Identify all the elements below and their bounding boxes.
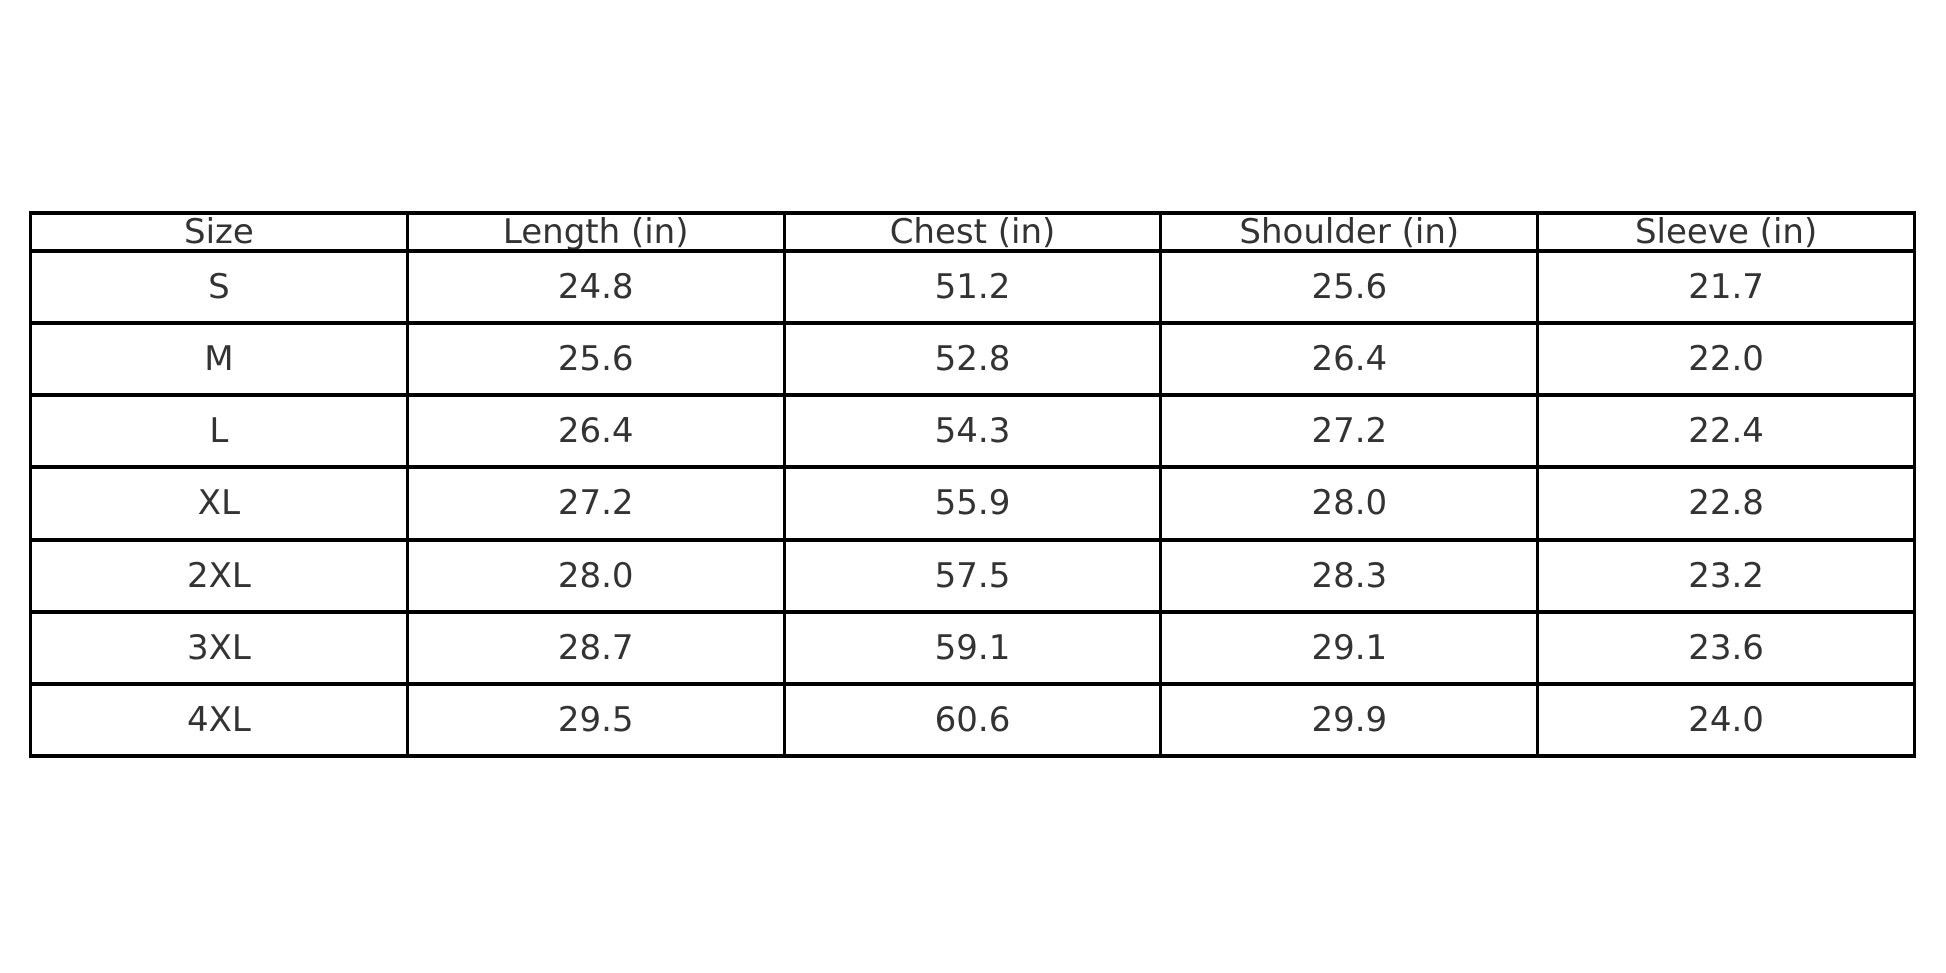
measurement-cell: 27.2 xyxy=(1159,393,1540,470)
table-row-s: S 24.8 51.2 25.6 21.7 xyxy=(29,248,1916,326)
measurement-cell: 28.3 xyxy=(1159,537,1540,614)
size-chart-table: Size Length (in) Chest (in) Shoulder (in) Sl… xyxy=(29,211,1916,759)
measurement-cell: 22.0 xyxy=(1536,321,1916,398)
size-label-cell: L xyxy=(29,393,409,470)
measurement-cell: 24.8 xyxy=(405,248,786,326)
measurement-cell: 59.1 xyxy=(782,609,1163,686)
size-label-cell: M xyxy=(29,321,409,398)
measurement-cell: 22.8 xyxy=(1536,465,1916,542)
table-row-2xl: 2XL 28.0 57.5 28.3 23.2 xyxy=(29,537,1916,614)
table-row-4xl: 4XL 29.5 60.6 29.9 24.0 xyxy=(29,681,1916,759)
measurement-cell: 55.9 xyxy=(782,465,1163,542)
column-header-length-in: Length (in) xyxy=(405,211,786,253)
column-header-sleeve-in: Sleeve (in) xyxy=(1536,211,1916,253)
measurement-cell: 60.6 xyxy=(782,681,1163,759)
table-row-3xl: 3XL 28.7 59.1 29.1 23.6 xyxy=(29,609,1916,686)
measurement-cell: 28.0 xyxy=(405,537,786,614)
measurement-cell: 23.6 xyxy=(1536,609,1916,686)
size-label-cell: 3XL xyxy=(29,609,409,686)
measurement-cell: 52.8 xyxy=(782,321,1163,398)
column-header-chest-in: Chest (in) xyxy=(782,211,1163,253)
table-body: S 24.8 51.2 25.6 21.7 M 25.6 52.8 26.4 22.0 L 26.4 5… xyxy=(29,248,1916,759)
measurement-cell: 26.4 xyxy=(1159,321,1540,398)
table-row-xl: XL 27.2 55.9 28.0 22.8 xyxy=(29,465,1916,542)
measurement-cell: 57.5 xyxy=(782,537,1163,614)
size-label-cell: S xyxy=(29,248,409,326)
measurement-cell: 22.4 xyxy=(1536,393,1916,470)
measurement-cell: 29.9 xyxy=(1159,681,1540,759)
measurement-cell: 25.6 xyxy=(1159,248,1540,326)
table-head: Size Length (in) Chest (in) Shoulder (in) Sl… xyxy=(29,211,1916,253)
measurement-cell: 28.0 xyxy=(1159,465,1540,542)
measurement-cell: 54.3 xyxy=(782,393,1163,470)
table-row-l: L 26.4 54.3 27.2 22.4 xyxy=(29,393,1916,470)
measurement-cell: 29.1 xyxy=(1159,609,1540,686)
measurement-cell: 51.2 xyxy=(782,248,1163,326)
column-header-size: Size xyxy=(29,211,409,253)
size-label-cell: XL xyxy=(29,465,409,542)
measurement-cell: 29.5 xyxy=(405,681,786,759)
measurement-cell: 24.0 xyxy=(1536,681,1916,759)
measurement-cell: 21.7 xyxy=(1536,248,1916,326)
measurement-cell: 28.7 xyxy=(405,609,786,686)
column-header-shoulder-in: Shoulder (in) xyxy=(1159,211,1540,253)
size-label-cell: 4XL xyxy=(29,681,409,759)
size-label-cell: 2XL xyxy=(29,537,409,614)
measurement-cell: 27.2 xyxy=(405,465,786,542)
table-header-row: Size Length (in) Chest (in) Shoulder (in) Sl… xyxy=(29,211,1916,253)
table-row-m: M 25.6 52.8 26.4 22.0 xyxy=(29,321,1916,398)
measurement-cell: 23.2 xyxy=(1536,537,1916,614)
measurement-cell: 26.4 xyxy=(405,393,786,470)
measurement-cell: 25.6 xyxy=(405,321,786,398)
